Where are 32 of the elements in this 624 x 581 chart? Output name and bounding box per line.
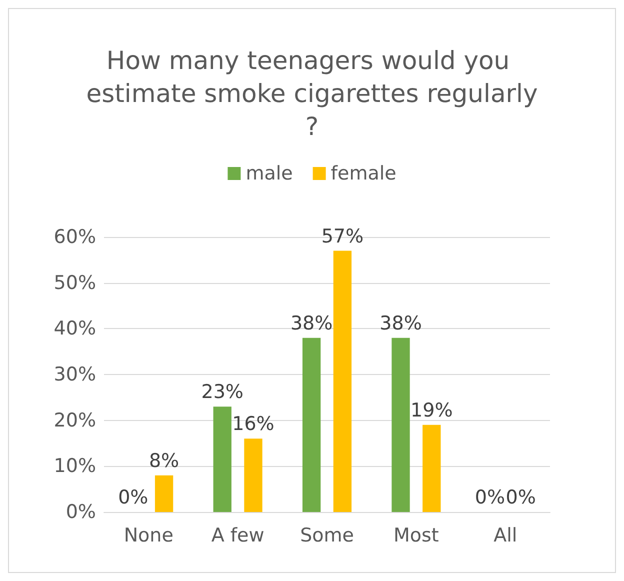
x-tick-label: Some — [300, 524, 354, 546]
data-label: 16% — [232, 413, 274, 436]
y-tick-label: 20% — [54, 409, 96, 432]
x-tick-label: Most — [394, 524, 439, 546]
x-tick-label: A few — [211, 524, 264, 546]
legend-label: male — [246, 162, 293, 184]
bar — [302, 338, 321, 512]
bar — [213, 406, 232, 512]
data-label: 23% — [201, 381, 244, 404]
x-tick-label: All — [494, 524, 518, 546]
y-tick-label: 50% — [54, 272, 96, 294]
bar — [392, 338, 410, 512]
data-label: 8% — [148, 450, 180, 472]
x-tick-label: None — [124, 524, 174, 546]
data-label: 0% — [118, 486, 148, 508]
data-label: 38% — [290, 312, 333, 334]
bar — [333, 250, 352, 512]
bar — [422, 424, 441, 512]
y-tick-label: 10% — [54, 455, 96, 478]
bar — [154, 475, 174, 512]
bar — [244, 438, 262, 512]
chart-title: How many teenagers would you estimate smoke cigarettes regularly? — [86, 46, 538, 141]
data-label: 0% — [474, 486, 506, 508]
y-tick-label: 60% — [54, 226, 96, 248]
data-label: 38% — [380, 312, 422, 334]
data-label: 57% — [321, 225, 364, 248]
legend-label: female — [330, 162, 396, 184]
y-tick-label: 30% — [54, 364, 96, 386]
data-label: 0% — [506, 486, 536, 508]
y-tick-label: 40% — [54, 318, 96, 340]
data-label: 19% — [410, 399, 453, 422]
y-tick-label: 0% — [66, 501, 96, 523]
